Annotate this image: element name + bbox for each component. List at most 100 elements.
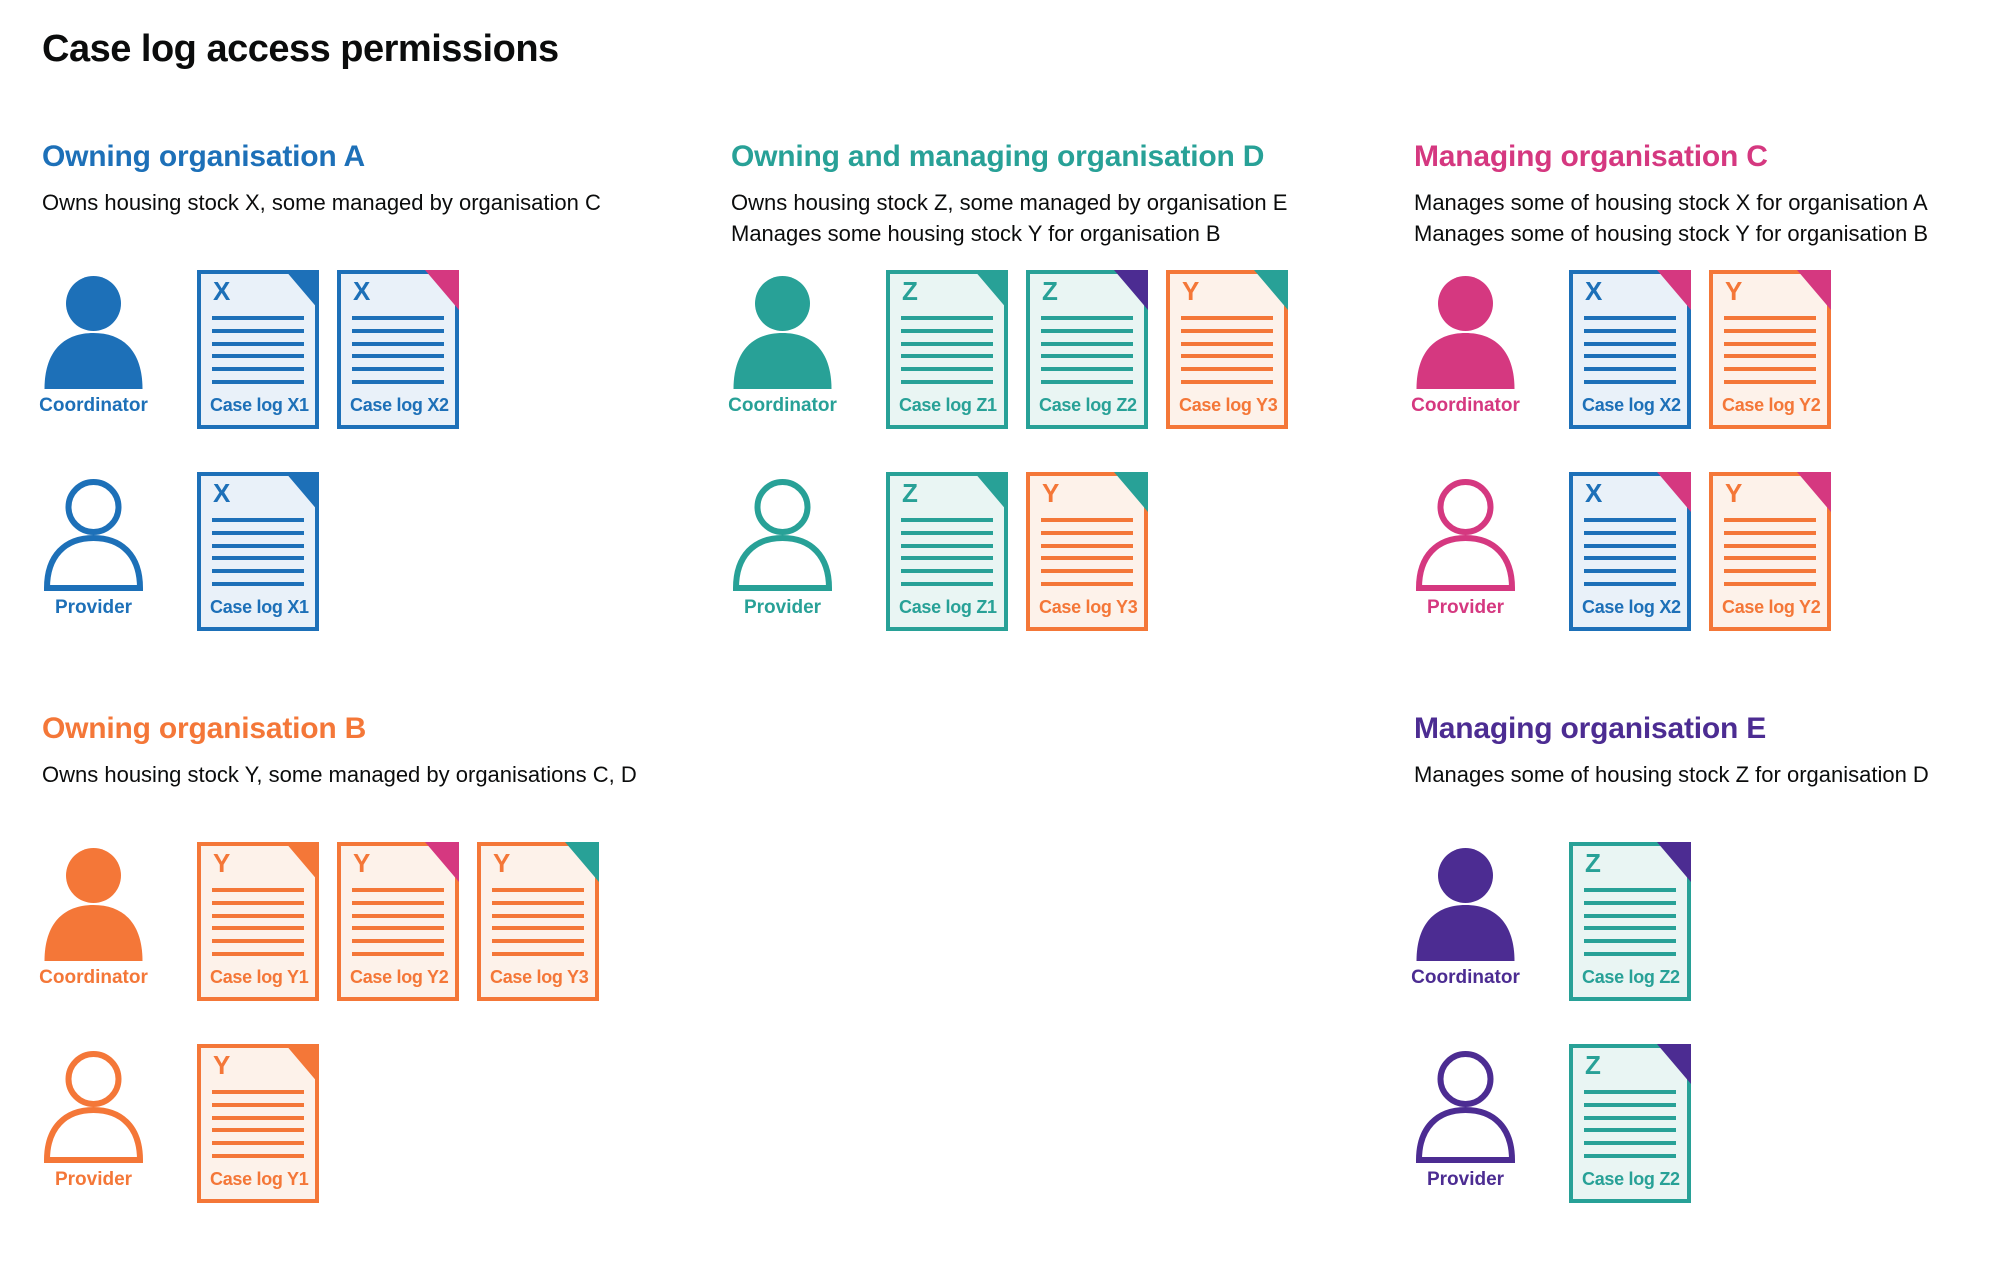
doc-text-line bbox=[1584, 582, 1676, 586]
case-log-doc: Y Case log Y1 bbox=[197, 1044, 319, 1203]
doc-text-line bbox=[212, 582, 304, 586]
folded-corner-icon bbox=[1657, 270, 1691, 310]
case-log-doc: Z Case log Z1 bbox=[886, 472, 1008, 631]
role-label: Provider bbox=[54, 1169, 133, 1190]
subtitle-line: Owns housing stock X, some managed by or… bbox=[42, 190, 601, 215]
coordinator-icon bbox=[733, 276, 832, 389]
doc-text-line bbox=[212, 354, 304, 358]
doc-text-line bbox=[1724, 556, 1816, 560]
doc-text-line bbox=[1584, 1103, 1676, 1107]
doc-text-line bbox=[212, 367, 304, 371]
doc-label: Case log X1 bbox=[210, 597, 309, 617]
doc-text-line bbox=[1724, 518, 1816, 522]
doc-text-line bbox=[1724, 531, 1816, 535]
stock-letter: Y bbox=[213, 1050, 231, 1080]
provider-figure bbox=[42, 1050, 145, 1163]
case-log-doc: Y Case log Y2 bbox=[1709, 270, 1831, 429]
doc-text-line bbox=[352, 888, 444, 892]
provider-icon bbox=[732, 479, 833, 591]
stock-letter: Y bbox=[213, 848, 231, 878]
stock-letter: X bbox=[1585, 276, 1603, 306]
doc-text-line bbox=[901, 380, 993, 384]
doc-text-line bbox=[1724, 354, 1816, 358]
provider-row: Provider X Case log X2 Y Case log Y2 bbox=[1414, 472, 2000, 637]
folded-corner-icon bbox=[425, 270, 459, 310]
folded-corner-icon bbox=[285, 472, 319, 512]
provider-row: Provider Z Case log Z2 bbox=[1414, 1044, 2000, 1209]
doc-text-line bbox=[212, 518, 304, 522]
doc-text-line bbox=[212, 1090, 304, 1094]
doc-text-line bbox=[1584, 531, 1676, 535]
doc-text-line bbox=[212, 531, 304, 535]
folded-corner-icon bbox=[1114, 472, 1148, 512]
doc-text-line bbox=[1584, 316, 1676, 320]
section-heading: Owning organisation B bbox=[42, 712, 367, 745]
role-label: Coordinator bbox=[1411, 967, 1520, 988]
doc-text-line bbox=[1584, 342, 1676, 346]
provider-figure bbox=[42, 478, 145, 591]
folded-corner-icon bbox=[1657, 472, 1691, 512]
doc-text-line bbox=[212, 1128, 304, 1132]
coordinator-icon bbox=[1416, 848, 1515, 961]
doc-text-line bbox=[1041, 342, 1133, 346]
doc-text-line bbox=[1584, 556, 1676, 560]
doc-text-line bbox=[352, 367, 444, 371]
folded-corner-icon bbox=[285, 270, 319, 310]
folded-corner-icon bbox=[1254, 270, 1288, 310]
stock-letter: Z bbox=[902, 276, 918, 306]
page-title: Case log access permissions bbox=[42, 28, 559, 70]
doc-text-line bbox=[1041, 531, 1133, 535]
folded-corner-icon bbox=[1797, 270, 1831, 310]
doc-text-line bbox=[1041, 569, 1133, 573]
role-label: Provider bbox=[1426, 597, 1505, 618]
doc-text-line bbox=[352, 914, 444, 918]
case-log-doc: Y Case log Y2 bbox=[1709, 472, 1831, 631]
doc-label: Case log Y2 bbox=[1722, 597, 1821, 617]
doc-text-line bbox=[1041, 544, 1133, 548]
doc-text-line bbox=[492, 952, 584, 956]
doc-text-line bbox=[1584, 367, 1676, 371]
coordinator-icon bbox=[44, 848, 143, 961]
doc-text-line bbox=[352, 926, 444, 930]
doc-label: Case log X2 bbox=[1582, 395, 1681, 415]
doc-text-line bbox=[1584, 329, 1676, 333]
stock-letter: Y bbox=[353, 848, 371, 878]
doc-text-line bbox=[1724, 582, 1816, 586]
doc-text-line bbox=[212, 316, 304, 320]
doc-text-line bbox=[1584, 569, 1676, 573]
doc-text-line bbox=[352, 380, 444, 384]
doc-text-line bbox=[492, 926, 584, 930]
provider-icon bbox=[43, 1051, 144, 1163]
doc-label: Case log X2 bbox=[350, 395, 449, 415]
case-log-doc: Z Case log Z1 bbox=[886, 270, 1008, 429]
doc-text-line bbox=[1181, 342, 1273, 346]
doc-text-line bbox=[212, 952, 304, 956]
doc-text-line bbox=[212, 926, 304, 930]
section-org-a: Owning organisation A Owns housing stock … bbox=[39, 140, 642, 700]
folded-corner-icon bbox=[974, 472, 1008, 512]
doc-text-line bbox=[1041, 329, 1133, 333]
doc-text-line bbox=[901, 316, 993, 320]
doc-text-line bbox=[1724, 316, 1816, 320]
folded-corner-icon bbox=[1114, 270, 1148, 310]
case-log-doc: X Case log X2 bbox=[1569, 472, 1691, 631]
doc-text-line bbox=[1584, 939, 1676, 943]
doc-label: Case log Y2 bbox=[1722, 395, 1821, 415]
doc-text-line bbox=[1724, 569, 1816, 573]
role-label: Coordinator bbox=[728, 395, 837, 416]
doc-text-line bbox=[1584, 901, 1676, 905]
section-heading: Managing organisation C bbox=[1414, 140, 1768, 173]
coordinator-figure bbox=[42, 276, 145, 389]
stock-letter: X bbox=[1585, 478, 1603, 508]
doc-label: Case log Y3 bbox=[1179, 395, 1278, 415]
provider-icon bbox=[1415, 479, 1516, 591]
case-log-doc: Z Case log Z2 bbox=[1569, 842, 1691, 1001]
doc-text-line bbox=[1041, 367, 1133, 371]
case-log-doc: Y Case log Y1 bbox=[197, 842, 319, 1001]
stock-letter: Y bbox=[1042, 478, 1060, 508]
role-label: Provider bbox=[1426, 1169, 1505, 1190]
doc-text-line bbox=[352, 316, 444, 320]
doc-text-line bbox=[212, 939, 304, 943]
case-log-doc: X Case log X1 bbox=[197, 472, 319, 631]
doc-label: Case log Y1 bbox=[210, 967, 309, 987]
